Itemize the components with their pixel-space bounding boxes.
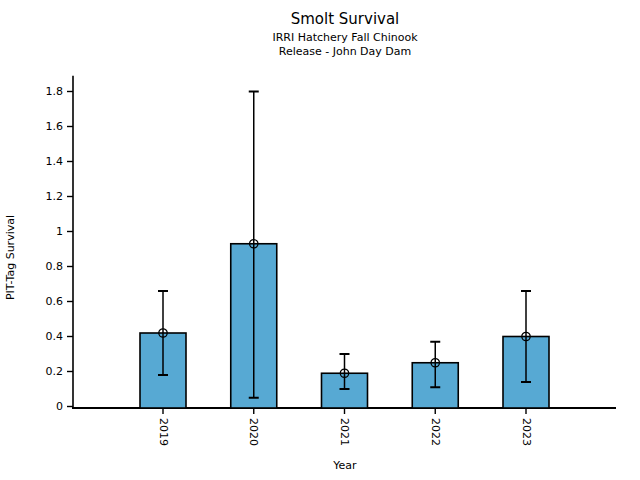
bar-chart: 0 0.2 0.4 0.6 0.8 1 1.2 1.4 1.6 1.8 2019 2020 2021 20…	[0, 0, 640, 480]
x-tick-label: 2020	[247, 418, 260, 446]
y-tick-label: 0.8	[46, 260, 64, 273]
y-tick-label: 1.8	[46, 85, 64, 98]
x-tick-label: 2021	[338, 418, 351, 446]
y-tick-label: 0	[56, 400, 63, 413]
x-tick-label: 2022	[429, 418, 442, 446]
figure: Smolt Survival IRRI Hatchery Fall Chinoo…	[0, 0, 640, 480]
y-tick-label: 1.6	[46, 120, 64, 133]
x-tick-label: 2019	[157, 418, 170, 446]
y-tick-label: 1	[56, 225, 63, 238]
y-tick-label: 1.2	[46, 190, 64, 203]
x-tick-label: 2023	[520, 418, 533, 446]
y-tick-label: 1.4	[46, 155, 64, 168]
y-tick-label: 0.6	[46, 295, 64, 308]
y-tick-label: 0.2	[46, 365, 64, 378]
y-tick-label: 0.4	[46, 330, 64, 343]
